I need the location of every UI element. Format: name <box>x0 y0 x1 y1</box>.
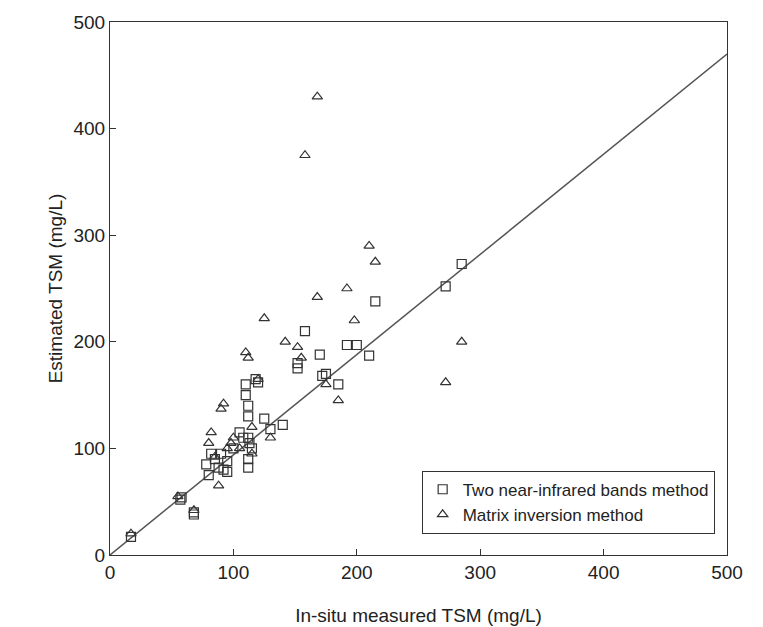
svg-text:100: 100 <box>73 438 105 459</box>
svg-text:300: 300 <box>464 562 496 583</box>
svg-text:400: 400 <box>73 118 105 139</box>
svg-text:100: 100 <box>218 562 250 583</box>
svg-text:200: 200 <box>73 331 105 352</box>
svg-text:200: 200 <box>341 562 373 583</box>
svg-text:0: 0 <box>105 562 116 583</box>
svg-text:500: 500 <box>711 562 743 583</box>
svg-text:Estimated TSM (mg/L): Estimated TSM (mg/L) <box>45 194 66 384</box>
svg-text:Matrix inversion method: Matrix inversion method <box>463 506 643 525</box>
svg-text:In-situ measured TSM (mg/L): In-situ measured TSM (mg/L) <box>295 605 542 626</box>
svg-text:400: 400 <box>588 562 620 583</box>
svg-text:500: 500 <box>73 12 105 33</box>
svg-text:0: 0 <box>95 545 106 566</box>
svg-text:300: 300 <box>73 225 105 246</box>
svg-text:Two near-infrared bands method: Two near-infrared bands method <box>463 481 709 500</box>
